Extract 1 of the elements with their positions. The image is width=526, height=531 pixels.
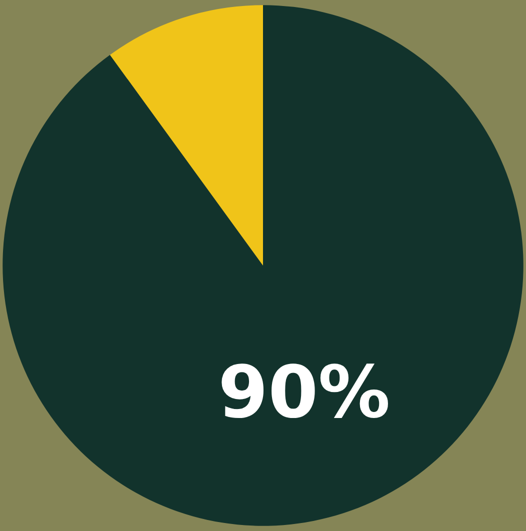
data-label: 90%	[218, 350, 390, 434]
